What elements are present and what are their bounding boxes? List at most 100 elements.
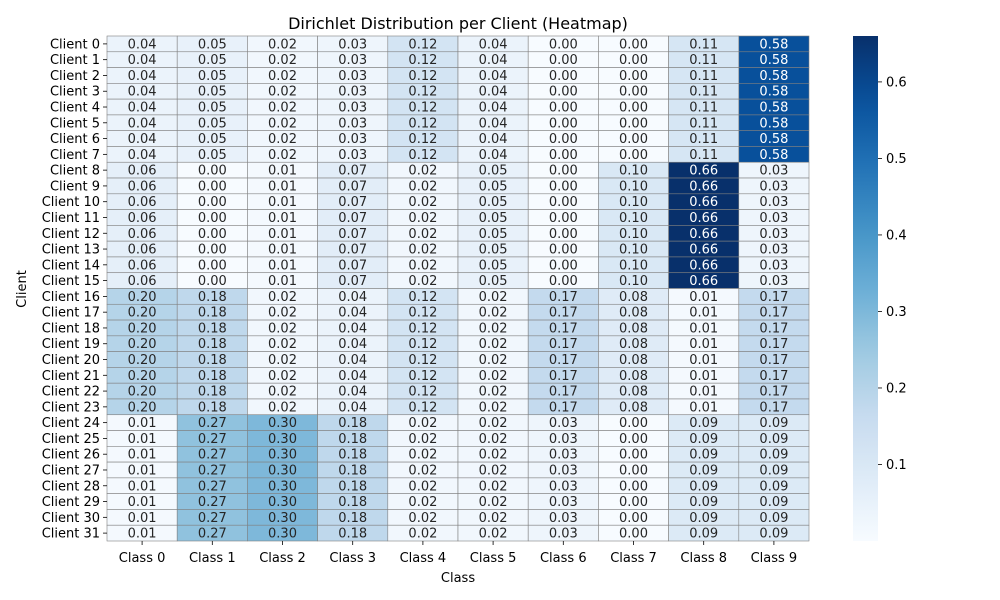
cell-value-label: 0.18 (338, 479, 367, 494)
cell-value-label: 0.02 (479, 353, 508, 368)
cell-value-label: 0.18 (198, 369, 227, 384)
y-tick-label: Client 15 (42, 274, 100, 289)
cell-value-label: 0.10 (619, 195, 648, 210)
cell-value-label: 0.04 (479, 37, 508, 52)
cell-value-labels: 0.04 0.05 0.02 0.03 0.12 0.04 0.00 0.00 0.11 0.58… (128, 37, 789, 541)
y-tick-label: Client 2 (50, 69, 100, 84)
cell-value-label: 0.04 (338, 369, 367, 384)
cell-value-label: 0.12 (408, 290, 437, 305)
cell-value-label: 0.05 (198, 116, 227, 131)
cell-value-label: 0.00 (619, 69, 648, 84)
cell-value-label: 0.17 (549, 369, 578, 384)
cell-value-label: 0.09 (689, 511, 718, 526)
cell-value-label: 0.03 (759, 227, 788, 242)
cell-value-label: 0.03 (549, 463, 578, 478)
cell-value-label: 0.03 (549, 527, 578, 542)
cell-value-label: 0.00 (619, 495, 648, 510)
cell-value-label: 0.20 (128, 385, 157, 400)
cell-value-label: 0.02 (408, 211, 437, 226)
cell-value-label: 0.66 (689, 179, 718, 194)
cell-value-label: 0.00 (619, 148, 648, 163)
cell-value-label: 0.05 (479, 227, 508, 242)
cell-value-label: 0.04 (479, 69, 508, 84)
cell-value-label: 0.00 (549, 132, 578, 147)
cell-value-label: 0.20 (128, 369, 157, 384)
cell-value-label: 0.17 (759, 400, 788, 415)
y-tick-label: Client 30 (42, 511, 100, 526)
cell-value-label: 0.17 (759, 369, 788, 384)
cell-value-label: 0.04 (128, 148, 157, 163)
colorbar-tick-label: 0.3 (886, 305, 907, 320)
cell-value-label: 0.04 (479, 101, 508, 116)
cell-value-label: 0.17 (549, 353, 578, 368)
cell-value-label: 0.12 (408, 353, 437, 368)
cell-value-label: 0.07 (338, 211, 367, 226)
cell-value-label: 0.01 (268, 274, 297, 289)
cell-value-label: 0.04 (338, 306, 367, 321)
cell-value-label: 0.00 (549, 274, 578, 289)
cell-value-label: 0.04 (479, 132, 508, 147)
cell-value-label: 0.02 (408, 448, 437, 463)
cell-value-label: 0.03 (759, 258, 788, 273)
cell-value-label: 0.01 (689, 353, 718, 368)
cell-value-label: 0.11 (689, 116, 718, 131)
cell-value-label: 0.06 (128, 227, 157, 242)
cell-value-label: 0.01 (689, 306, 718, 321)
cell-value-label: 0.18 (338, 432, 367, 447)
cell-value-label: 0.00 (619, 132, 648, 147)
cell-value-label: 0.00 (549, 85, 578, 100)
cell-value-label: 0.07 (338, 227, 367, 242)
cell-value-label: 0.00 (198, 274, 227, 289)
cell-value-label: 0.09 (689, 463, 718, 478)
cell-value-label: 0.08 (619, 290, 648, 305)
cell-value-label: 0.00 (549, 258, 578, 273)
cell-value-label: 0.17 (759, 385, 788, 400)
cell-value-label: 0.06 (128, 243, 157, 258)
cell-value-label: 0.03 (338, 69, 367, 84)
cell-value-label: 0.03 (759, 274, 788, 289)
cell-value-label: 0.08 (619, 321, 648, 336)
cell-value-label: 0.10 (619, 211, 648, 226)
cell-value-label: 0.02 (268, 306, 297, 321)
cell-value-label: 0.09 (759, 416, 788, 431)
cell-value-label: 0.03 (759, 164, 788, 179)
cell-value-label: 0.11 (689, 148, 718, 163)
cell-value-label: 0.01 (689, 369, 718, 384)
cell-value-label: 0.17 (549, 290, 578, 305)
cell-value-label: 0.00 (198, 211, 227, 226)
cell-value-label: 0.27 (198, 432, 227, 447)
cell-value-label: 0.02 (268, 37, 297, 52)
cell-value-label: 0.05 (479, 258, 508, 273)
cell-value-label: 0.00 (549, 195, 578, 210)
cell-value-label: 0.01 (128, 527, 157, 542)
cell-value-label: 0.01 (689, 385, 718, 400)
cell-value-label: 0.02 (268, 353, 297, 368)
cell-value-label: 0.04 (128, 132, 157, 147)
cell-value-label: 0.27 (198, 479, 227, 494)
y-axis-label: Client (15, 270, 30, 308)
cell-value-label: 0.02 (408, 495, 437, 510)
cell-value-label: 0.04 (128, 53, 157, 68)
cell-value-label: 0.20 (128, 400, 157, 415)
cell-value-label: 0.09 (759, 463, 788, 478)
y-tick-label: Client 10 (42, 195, 100, 210)
x-tick-label: Class 6 (540, 551, 587, 566)
cell-value-label: 0.01 (268, 211, 297, 226)
cell-value-label: 0.58 (759, 148, 788, 163)
cell-value-label: 0.01 (268, 243, 297, 258)
cell-value-label: 0.05 (479, 243, 508, 258)
cell-value-label: 0.20 (128, 290, 157, 305)
cell-value-label: 0.00 (198, 179, 227, 194)
cell-value-label: 0.04 (479, 53, 508, 68)
cell-value-label: 0.00 (549, 211, 578, 226)
cell-value-label: 0.04 (128, 85, 157, 100)
cell-value-label: 0.05 (479, 211, 508, 226)
cell-value-label: 0.04 (128, 116, 157, 131)
cell-value-label: 0.30 (268, 463, 297, 478)
cell-value-label: 0.12 (408, 369, 437, 384)
cell-value-label: 0.17 (549, 306, 578, 321)
y-tick-label: Client 12 (42, 227, 100, 242)
cell-value-label: 0.17 (549, 385, 578, 400)
cell-value-label: 0.03 (759, 195, 788, 210)
cell-value-label: 0.17 (759, 337, 788, 352)
